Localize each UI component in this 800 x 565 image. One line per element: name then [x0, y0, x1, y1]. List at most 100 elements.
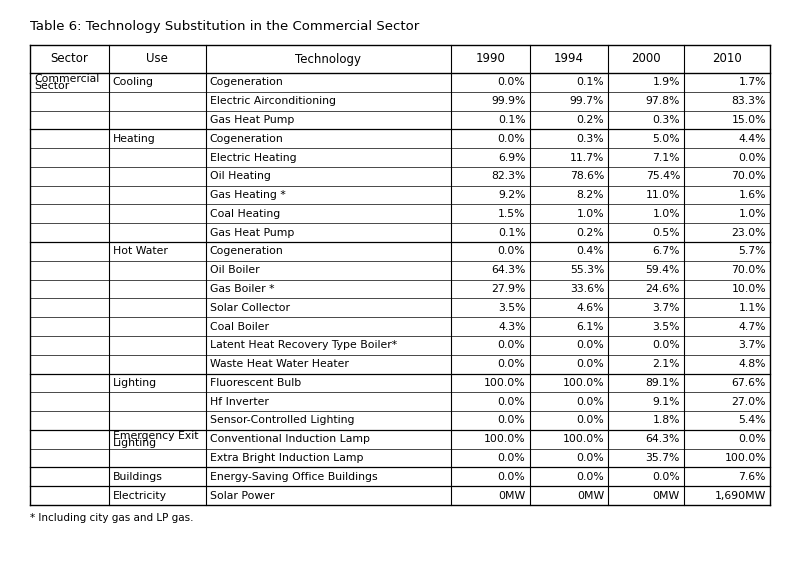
Text: 0.0%: 0.0% [576, 453, 604, 463]
Text: 1.0%: 1.0% [652, 209, 680, 219]
Text: 0.0%: 0.0% [576, 340, 604, 350]
Text: 5.7%: 5.7% [738, 246, 766, 257]
Text: 27.0%: 27.0% [731, 397, 766, 407]
Text: 7.1%: 7.1% [653, 153, 680, 163]
Text: 3.5%: 3.5% [653, 321, 680, 332]
Text: 1,690MW: 1,690MW [714, 490, 766, 501]
Text: 8.2%: 8.2% [577, 190, 604, 200]
Text: 100.0%: 100.0% [484, 434, 526, 444]
Text: 1.9%: 1.9% [653, 77, 680, 88]
Text: 2.1%: 2.1% [653, 359, 680, 369]
Text: Technology: Technology [295, 53, 362, 66]
Text: Electric Heating: Electric Heating [210, 153, 296, 163]
Text: 9.2%: 9.2% [498, 190, 526, 200]
Text: 70.0%: 70.0% [731, 171, 766, 181]
Text: 6.7%: 6.7% [653, 246, 680, 257]
Text: 1.5%: 1.5% [498, 209, 526, 219]
Text: Gas Heat Pump: Gas Heat Pump [210, 228, 294, 238]
Text: Use: Use [146, 53, 168, 66]
Text: 4.8%: 4.8% [738, 359, 766, 369]
Text: 3.5%: 3.5% [498, 303, 526, 313]
Text: 0.0%: 0.0% [498, 472, 526, 482]
Text: 82.3%: 82.3% [491, 171, 526, 181]
Text: 70.0%: 70.0% [731, 265, 766, 275]
Text: 35.7%: 35.7% [646, 453, 680, 463]
Text: 0.0%: 0.0% [498, 340, 526, 350]
Text: 4.4%: 4.4% [738, 134, 766, 144]
Text: 100.0%: 100.0% [724, 453, 766, 463]
Text: 0MW: 0MW [498, 490, 526, 501]
Text: 2000: 2000 [631, 53, 661, 66]
Text: Electricity: Electricity [113, 490, 166, 501]
Text: 0.1%: 0.1% [577, 77, 604, 88]
Text: 97.8%: 97.8% [646, 96, 680, 106]
Text: 5.4%: 5.4% [738, 415, 766, 425]
Text: 6.9%: 6.9% [498, 153, 526, 163]
Text: 0.1%: 0.1% [498, 115, 526, 125]
Text: 1.1%: 1.1% [738, 303, 766, 313]
Text: 5.0%: 5.0% [652, 134, 680, 144]
Text: 0.0%: 0.0% [498, 453, 526, 463]
Text: Latent Heat Recovery Type Boiler*: Latent Heat Recovery Type Boiler* [210, 340, 397, 350]
Text: 7.6%: 7.6% [738, 472, 766, 482]
Text: 0.0%: 0.0% [498, 134, 526, 144]
Text: 1.7%: 1.7% [738, 77, 766, 88]
Text: 0.0%: 0.0% [498, 246, 526, 257]
Text: Solar Collector: Solar Collector [210, 303, 290, 313]
Text: 0.3%: 0.3% [652, 115, 680, 125]
Text: 3.7%: 3.7% [738, 340, 766, 350]
Text: 3.7%: 3.7% [653, 303, 680, 313]
Text: 0.5%: 0.5% [652, 228, 680, 238]
Text: 1.0%: 1.0% [738, 209, 766, 219]
Text: 0.0%: 0.0% [738, 434, 766, 444]
Text: Cogeneration: Cogeneration [210, 246, 283, 257]
Text: 0.0%: 0.0% [576, 359, 604, 369]
Text: 83.3%: 83.3% [732, 96, 766, 106]
Text: Emergency Exit: Emergency Exit [113, 431, 198, 441]
Text: Hf Inverter: Hf Inverter [210, 397, 269, 407]
Text: Cogeneration: Cogeneration [210, 134, 283, 144]
Text: Sensor-Controlled Lighting: Sensor-Controlled Lighting [210, 415, 354, 425]
Text: 23.0%: 23.0% [731, 228, 766, 238]
Text: 0.0%: 0.0% [576, 415, 604, 425]
Text: 11.0%: 11.0% [646, 190, 680, 200]
Text: Electric Airconditioning: Electric Airconditioning [210, 96, 336, 106]
Text: 0.2%: 0.2% [577, 228, 604, 238]
Text: 89.1%: 89.1% [646, 378, 680, 388]
Text: Fluorescent Bulb: Fluorescent Bulb [210, 378, 301, 388]
Text: 0.2%: 0.2% [577, 115, 604, 125]
Text: Coal Heating: Coal Heating [210, 209, 280, 219]
Text: 99.7%: 99.7% [570, 96, 604, 106]
Text: 1.0%: 1.0% [577, 209, 604, 219]
Text: Hot Water: Hot Water [113, 246, 167, 257]
Text: 64.3%: 64.3% [646, 434, 680, 444]
Text: Conventional Induction Lamp: Conventional Induction Lamp [210, 434, 370, 444]
Text: Sector: Sector [50, 53, 88, 66]
Text: Solar Power: Solar Power [210, 490, 274, 501]
Text: Extra Bright Induction Lamp: Extra Bright Induction Lamp [210, 453, 363, 463]
Text: 0.0%: 0.0% [498, 397, 526, 407]
Text: 0MW: 0MW [653, 490, 680, 501]
Text: 1994: 1994 [554, 53, 584, 66]
Text: Gas Boiler *: Gas Boiler * [210, 284, 274, 294]
Text: Cogeneration: Cogeneration [210, 77, 283, 88]
Text: Cooling: Cooling [113, 77, 154, 88]
Text: Oil Boiler: Oil Boiler [210, 265, 259, 275]
Text: Buildings: Buildings [113, 472, 162, 482]
Text: 100.0%: 100.0% [562, 378, 604, 388]
Text: 1.6%: 1.6% [738, 190, 766, 200]
Text: 99.9%: 99.9% [491, 96, 526, 106]
Text: 6.1%: 6.1% [577, 321, 604, 332]
Text: Oil Heating: Oil Heating [210, 171, 270, 181]
Text: 0.4%: 0.4% [577, 246, 604, 257]
Text: Coal Boiler: Coal Boiler [210, 321, 269, 332]
Text: 100.0%: 100.0% [484, 378, 526, 388]
Text: Heating: Heating [113, 134, 155, 144]
Text: Commercial: Commercial [34, 74, 99, 84]
Text: Sector: Sector [34, 81, 70, 91]
Text: 0.0%: 0.0% [498, 77, 526, 88]
Text: 55.3%: 55.3% [570, 265, 604, 275]
Text: 0.0%: 0.0% [652, 340, 680, 350]
Text: Energy-Saving Office Buildings: Energy-Saving Office Buildings [210, 472, 378, 482]
Text: 11.7%: 11.7% [570, 153, 604, 163]
